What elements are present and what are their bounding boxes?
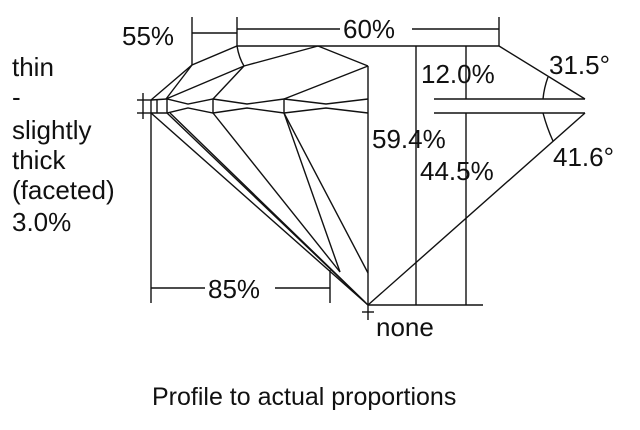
pavilion-angle-label: 41.6° <box>553 142 614 172</box>
caption: Profile to actual proportions <box>152 383 456 411</box>
lower-half-label: 55% <box>122 21 174 51</box>
girdle-label-line: - <box>12 82 21 112</box>
table-label: 60% <box>343 14 395 44</box>
girdle-crosshair <box>137 93 151 119</box>
star-length-label: 85% <box>208 274 260 304</box>
dimension-lines <box>150 17 554 306</box>
total-depth-label: 59.4% <box>372 124 446 154</box>
diamond-outline <box>150 45 586 306</box>
girdle <box>150 98 369 114</box>
girdle-label-line: slightly <box>12 115 91 145</box>
girdle-label-line: thin <box>12 52 54 82</box>
culet-crosshair <box>362 305 374 320</box>
pavilion-depth-label: 44.5% <box>420 156 494 186</box>
crown-facets <box>165 45 369 100</box>
girdle-label-line: 3.0% <box>12 207 71 237</box>
girdle-label-line: thick <box>12 145 66 175</box>
culet-label: none <box>376 312 434 342</box>
pavilion-facets <box>166 112 369 306</box>
girdle-label-line: (faceted) <box>12 175 115 205</box>
girdle-thickness-label: thin - slightly thick (faceted) 3.0% <box>12 52 115 237</box>
crown-angle-label: 31.5° <box>549 50 610 80</box>
crown-height-label: 12.0% <box>421 59 495 89</box>
